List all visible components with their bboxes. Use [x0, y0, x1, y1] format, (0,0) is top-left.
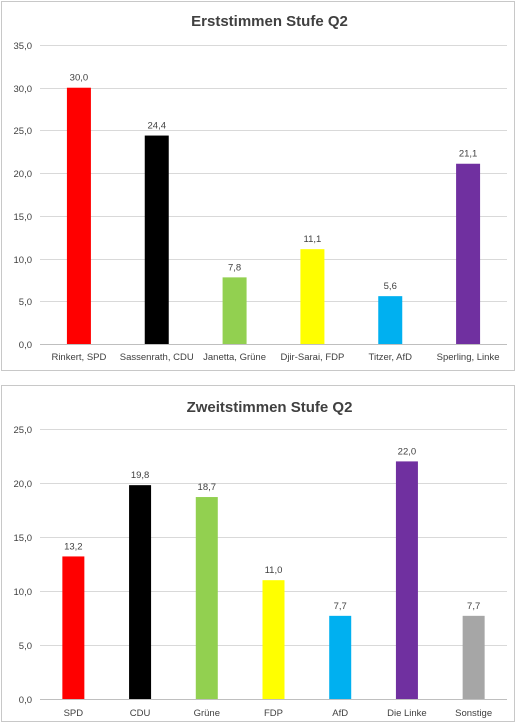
zweitstimmen-bar	[395, 461, 418, 699]
zweitstimmen-data-label: 11,0	[265, 565, 283, 576]
zweitstimmen-data-label: 13,2	[64, 541, 83, 552]
zweitstimmen-y-tick-label: 20,0	[14, 479, 33, 490]
zweitstimmen-y-tick-label: 10,0	[14, 587, 33, 598]
zweitstimmen-category-label: FDP	[264, 708, 283, 719]
zweitstimmen-category-label: AfD	[332, 708, 348, 719]
zweitstimmen-data-label: 19,8	[131, 470, 150, 481]
erststimmen-y-tick-label: 0,0	[19, 340, 32, 351]
zweitstimmen-category-label: Die Linke	[387, 708, 427, 719]
erststimmen-y-tick-label: 10,0	[14, 255, 33, 266]
erststimmen-bar	[378, 296, 403, 344]
erststimmen-y-tick-label: 20,0	[14, 169, 33, 180]
erststimmen-y-tick-label: 30,0	[14, 84, 33, 95]
zweitstimmen-category-label: Grüne	[194, 708, 220, 719]
zweitstimmen-data-label: 18,7	[198, 482, 217, 493]
erststimmen-data-label: 21,1	[459, 149, 478, 160]
zweitstimmen-chart: Zweitstimmen Stufe Q2 0,0 5,0 10,0 15,0 20,0 2…	[14, 399, 507, 719]
zweitstimmen-data-label: 7,7	[334, 601, 347, 612]
zweitstimmen-category-label: CDU	[130, 708, 151, 719]
zweitstimmen-bar	[462, 615, 485, 699]
erststimmen-y-tick-label: 5,0	[19, 297, 32, 308]
erststimmen-data-label: 11,1	[304, 234, 322, 245]
erststimmen-category-label: Djir-Sarai, FDP	[280, 352, 344, 363]
erststimmen-y-tick-label: 35,0	[14, 41, 33, 52]
zweitstimmen-bar	[129, 485, 152, 699]
erststimmen-category-label: Titzer, AfD	[369, 352, 413, 363]
erststimmen-category-label: Sperling, Linke	[437, 352, 500, 363]
erststimmen-bar	[144, 135, 169, 344]
zweitstimmen-y-tick-label: 15,0	[14, 533, 33, 544]
zweitstimmen-y-tick-label: 0,0	[19, 695, 32, 706]
erststimmen-chart-panel: Erststimmen Stufe Q2 0,0 5,0 10,0 15,0 20,0 25…	[1, 1, 515, 371]
erststimmen-bar	[222, 277, 247, 344]
erststimmen-data-label: 7,8	[228, 262, 241, 273]
erststimmen-bar	[300, 249, 325, 344]
zweitstimmen-category-label: SPD	[64, 708, 84, 719]
erststimmen-bar	[456, 163, 481, 344]
zweitstimmen-category-label: Sonstige	[455, 708, 492, 719]
zweitstimmen-chart-panel: Zweitstimmen Stufe Q2 0,0 5,0 10,0 15,0 20,0 2…	[1, 385, 515, 722]
zweitstimmen-chart-title: Zweitstimmen Stufe Q2	[187, 399, 353, 416]
zweitstimmen-bar	[262, 580, 285, 699]
erststimmen-data-label: 24,4	[148, 121, 167, 132]
zweitstimmen-bar	[62, 556, 85, 699]
erststimmen-category-label: Janetta, Grüne	[203, 352, 266, 363]
erststimmen-bar	[66, 87, 91, 344]
zweitstimmen-y-tick-label: 25,0	[14, 425, 33, 436]
zweitstimmen-bar	[195, 497, 218, 699]
zweitstimmen-y-tick-label: 5,0	[19, 641, 32, 652]
erststimmen-category-label: Rinkert, SPD	[51, 352, 106, 363]
erststimmen-data-label: 5,6	[384, 281, 397, 292]
erststimmen-chart: Erststimmen Stufe Q2 0,0 5,0 10,0 15,0 20,0 25…	[14, 13, 507, 363]
zweitstimmen-data-label: 22,0	[398, 446, 417, 457]
zweitstimmen-data-label: 7,7	[467, 601, 480, 612]
erststimmen-y-tick-label: 25,0	[14, 126, 33, 137]
erststimmen-data-label: 30,0	[70, 73, 89, 84]
erststimmen-y-tick-label: 15,0	[14, 212, 33, 223]
erststimmen-category-label: Sassenrath, CDU	[120, 352, 194, 363]
zweitstimmen-bar	[329, 615, 352, 699]
erststimmen-chart-title: Erststimmen Stufe Q2	[191, 13, 348, 30]
